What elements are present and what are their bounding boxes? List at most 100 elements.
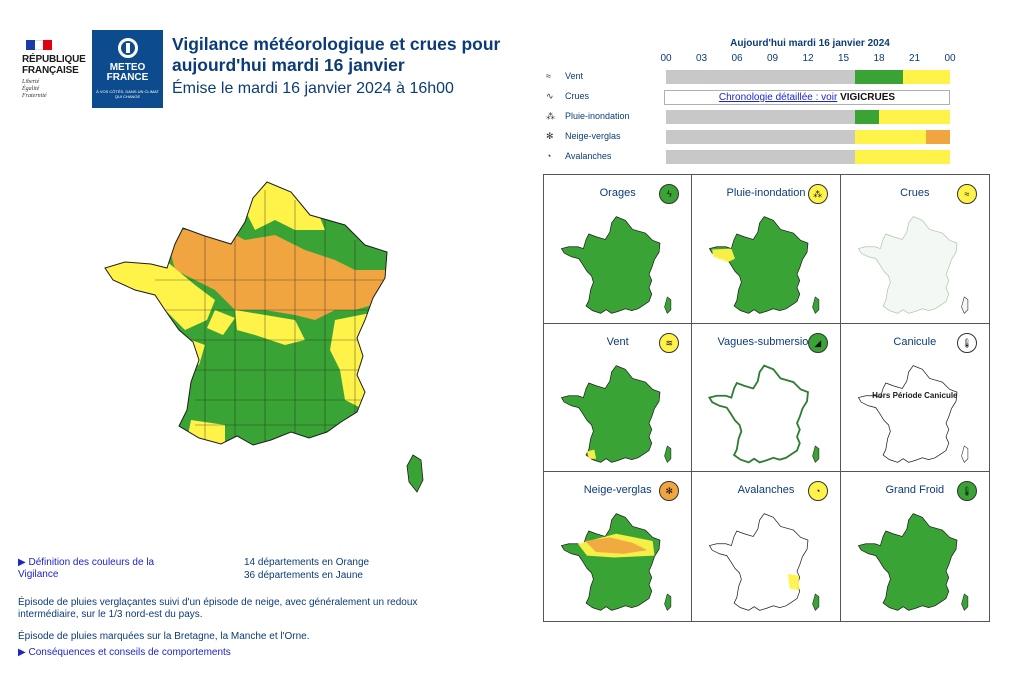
avalanche-icon: ◔ bbox=[807, 481, 828, 502]
flood-icon: ≈ bbox=[956, 184, 977, 204]
phenomenon-cell-grand-froid[interactable]: Grand Froid 🌡 bbox=[841, 472, 989, 621]
phenomenon-map[interactable] bbox=[851, 213, 979, 317]
phenomenon-cell-neige-verglas[interactable]: Neige-verglas ✻ bbox=[544, 472, 693, 621]
consequences-link[interactable]: ▶ Conséquences et conseils de comporteme… bbox=[18, 647, 231, 658]
episode-description-1: Épisode de pluies verglaçantes suivi d'u… bbox=[18, 597, 418, 620]
timeline-segment-green bbox=[855, 110, 879, 124]
phenomenon-cell-vagues-submersion[interactable]: Vagues-submersion ◢ bbox=[692, 323, 841, 473]
timeline-segment-none bbox=[666, 130, 856, 144]
france-outline bbox=[857, 216, 958, 314]
phenomenon-cell-orages[interactable]: Orages ϟ bbox=[544, 175, 693, 324]
corsica-outline bbox=[664, 445, 672, 463]
corsica-outline bbox=[664, 296, 672, 314]
meteo-france-tagline: À VOS CÔTÉS, DANS UN CLIMAT QUI CHANGE bbox=[96, 89, 159, 99]
canicule-note: Hors Période Canicule bbox=[872, 390, 958, 400]
phenomenon-title: Canicule bbox=[893, 335, 937, 348]
corsica-outline bbox=[812, 296, 820, 314]
phenomenon-map[interactable] bbox=[702, 362, 830, 466]
timeline-segment-none bbox=[666, 70, 856, 84]
france-outline bbox=[560, 364, 661, 463]
phenomena-grid: Orages ϟ Pluie-inondation ⁂ Crues ≈ Vent ≋ Vague… bbox=[543, 174, 990, 622]
timeline-segment-none bbox=[666, 150, 856, 164]
french-flag-icon bbox=[26, 40, 53, 50]
phenomenon-cell-avalanches[interactable]: Avalanches ◔ bbox=[692, 472, 841, 621]
meteo-france-logo[interactable]: METEO FRANCE À VOS CÔTÉS, DANS UN CLIMAT… bbox=[92, 30, 163, 108]
corsica-outline bbox=[812, 445, 820, 463]
alert-zone bbox=[788, 574, 800, 591]
corsica-outline bbox=[960, 445, 968, 463]
consequences-link-container: ▶ Conséquences et conseils de comporteme… bbox=[18, 647, 318, 659]
vigicrues-link-box[interactable]: Chronologie détaillée : voir VIGICRUES bbox=[664, 90, 950, 105]
alert-zone bbox=[712, 248, 736, 263]
phenomenon-cell-vent[interactable]: Vent ≋ bbox=[544, 323, 693, 473]
timeline-hour-label: 18 bbox=[873, 53, 885, 64]
episode-description-2: Épisode de pluies marquées sur la Bretag… bbox=[18, 631, 310, 642]
corsica-region[interactable] bbox=[406, 454, 424, 493]
phenomenon-map[interactable] bbox=[702, 213, 830, 317]
timeline-segment-yellow bbox=[855, 130, 927, 144]
phenomenon-cell-crues[interactable]: Crues ≈ bbox=[840, 175, 989, 324]
republique-francaise-logo: RÉPUBLIQUE FRANÇAISE Liberté Égalité Fra… bbox=[22, 40, 88, 100]
alert-zone bbox=[585, 537, 648, 555]
phenomenon-map[interactable] bbox=[851, 362, 979, 466]
republique-name: RÉPUBLIQUE FRANÇAISE bbox=[22, 54, 86, 76]
page-title: Vigilance météorologique et crues pour a… bbox=[172, 34, 501, 75]
vigicrues-chronology-link[interactable]: Chronologie détaillée : voir bbox=[718, 92, 838, 103]
orange-count: 14 départements en Orange bbox=[244, 557, 370, 568]
phenomenon-title: Pluie-inondation bbox=[726, 187, 806, 199]
france-outline bbox=[709, 513, 809, 612]
timeline-label-crues: Crues bbox=[565, 91, 590, 101]
main-vigilance-map[interactable] bbox=[95, 170, 435, 500]
phenomenon-cell-canicule[interactable]: Canicule 🌡 Hors Période Canicule bbox=[840, 324, 989, 473]
definition-colors-link[interactable]: ▶ Définition des couleurs de la Vigilanc… bbox=[18, 557, 155, 580]
timeline-bar-pluie-inondation[interactable] bbox=[666, 110, 950, 124]
phenomenon-map[interactable] bbox=[851, 510, 979, 614]
timeline-hour-label: 15 bbox=[837, 53, 850, 64]
phenomenon-title: Neige-verglas bbox=[583, 484, 652, 497]
alert-zone bbox=[586, 449, 597, 459]
timeline-label-avalanches: Avalanches bbox=[565, 151, 612, 161]
emission-time: Émise le mardi 16 janvier 2024 à 16h00 bbox=[172, 80, 454, 97]
corsica-outline bbox=[812, 593, 820, 612]
france-outline bbox=[857, 513, 958, 612]
rain-flood-icon: ⁂ bbox=[807, 184, 828, 204]
phenomenon-title: Orages bbox=[599, 187, 636, 199]
meteo-france-name: METEO FRANCE bbox=[106, 62, 149, 83]
timeline-hour-label: 03 bbox=[695, 53, 708, 64]
phenomenon-map[interactable] bbox=[554, 510, 682, 614]
timeline-hours-axis: 00 03 06 09 12 15 18 21 00 bbox=[660, 53, 956, 67]
lightning-icon: ϟ bbox=[659, 184, 680, 204]
corsica-outline bbox=[960, 593, 968, 612]
timeline-bar-vent[interactable] bbox=[666, 70, 950, 84]
timeline-hour-label: 00 bbox=[944, 53, 956, 64]
phenomenon-map[interactable] bbox=[554, 362, 682, 466]
timeline-bar-avalanches[interactable] bbox=[666, 150, 950, 164]
timeline-label-vent: Vent bbox=[565, 71, 584, 81]
timeline-row-pluie-inondation: ⁂ Pluie-inondation bbox=[546, 110, 956, 124]
timeline-segment-yellow bbox=[879, 110, 950, 124]
corsica-outline bbox=[664, 593, 672, 612]
phenomenon-cell-pluie-inondation[interactable]: Pluie-inondation ⁂ bbox=[692, 175, 841, 324]
timeline-hour-label: 12 bbox=[802, 53, 814, 64]
france-outline bbox=[708, 364, 810, 464]
timeline-segment-yellow bbox=[902, 70, 950, 84]
yellow-count: 36 départements en Jaune bbox=[244, 570, 363, 581]
wave-icon: ◢ bbox=[807, 332, 828, 353]
france-outline bbox=[857, 364, 958, 463]
timeline-bar-neige-verglas[interactable] bbox=[666, 130, 950, 144]
timeline-hour-label: 09 bbox=[766, 53, 779, 64]
thermometer-icon: 🌡 bbox=[956, 481, 977, 502]
phenomenon-map[interactable] bbox=[702, 510, 830, 614]
vigicrues-brand[interactable]: VIGICRUES bbox=[840, 92, 896, 103]
timeline-segment-orange bbox=[926, 130, 950, 144]
meteo-france-symbol-icon bbox=[117, 38, 138, 58]
rain-flood-icon: ⁂ bbox=[546, 111, 555, 121]
snow-ice-icon: ✻ bbox=[546, 131, 554, 141]
wind-icon: ≋ bbox=[659, 332, 680, 353]
timeline-date: Aujourd'hui mardi 16 janvier 2024 bbox=[730, 38, 890, 49]
phenomenon-title: Vent bbox=[606, 335, 629, 348]
phenomenon-map[interactable] bbox=[554, 213, 682, 317]
france-outline bbox=[709, 216, 809, 314]
timeline-segment-none bbox=[666, 110, 856, 124]
timeline-label-neige-verglas: Neige-verglas bbox=[565, 131, 621, 141]
